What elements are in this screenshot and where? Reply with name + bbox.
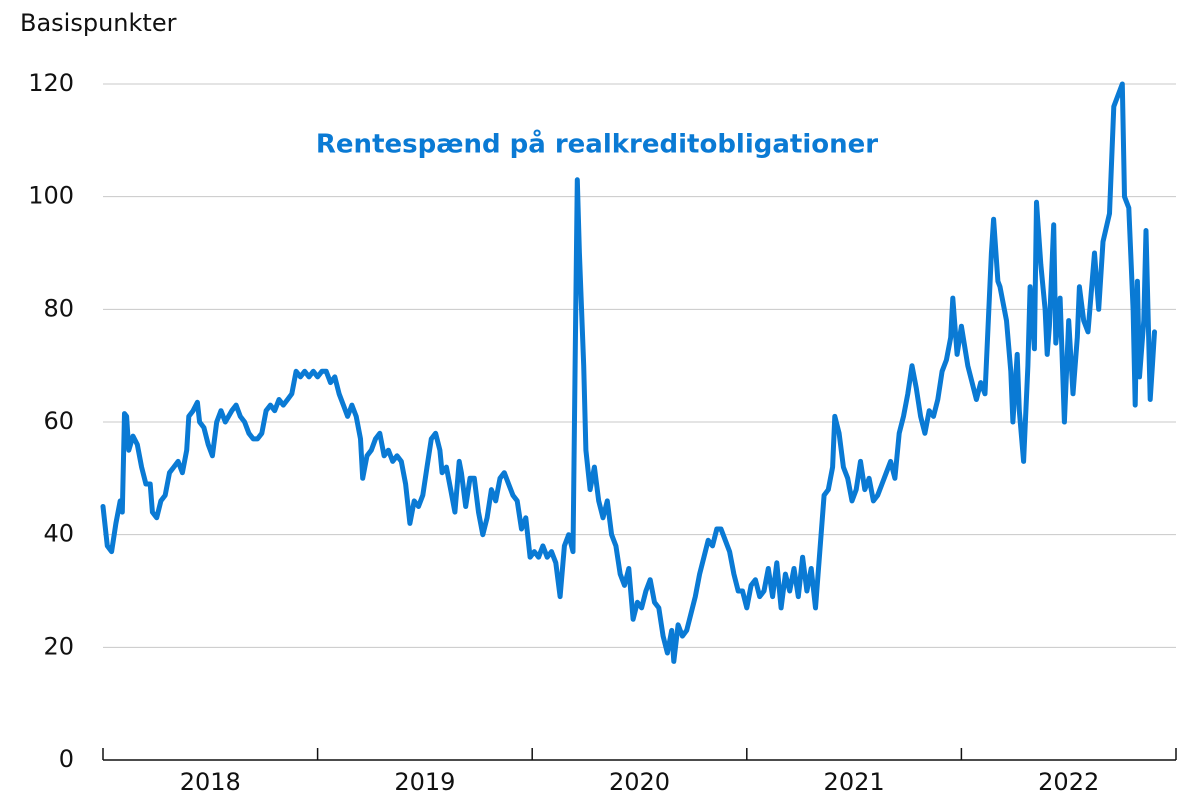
x-tick-label: 2018: [180, 768, 241, 796]
x-tick-label: 2020: [609, 768, 670, 796]
y-tick-label: 80: [43, 294, 74, 322]
y-tick-label: 0: [59, 745, 74, 773]
y-tick-label: 100: [28, 182, 74, 210]
y-tick-label: 60: [43, 407, 74, 435]
y-tick-label: 20: [43, 632, 74, 660]
series-annotation: Rentespænd på realkreditobligationer: [316, 128, 878, 160]
y-axis-label: Basispunkter: [20, 9, 177, 37]
x-tick-label: 2022: [1038, 768, 1099, 796]
y-tick-label: 120: [28, 69, 74, 97]
x-tick-label: 2021: [824, 768, 885, 796]
series-line: [100, 81, 1157, 664]
x-tick-label: 2019: [394, 768, 455, 796]
y-tick-label: 40: [43, 520, 74, 548]
